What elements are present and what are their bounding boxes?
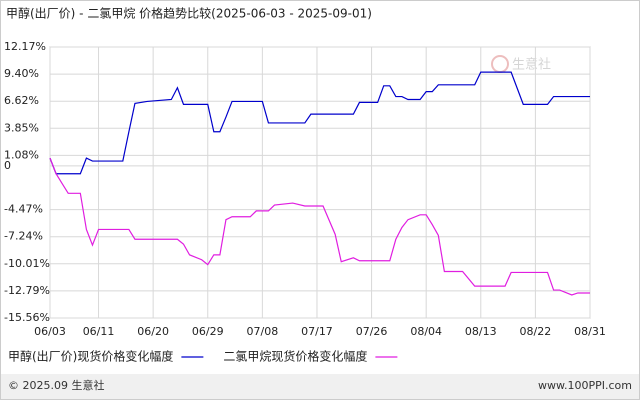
watermark-text: 生意社 <box>512 57 551 73</box>
footer-left: © 2025.09 生意社 <box>8 378 104 392</box>
x-tick-label: 08/04 <box>410 325 442 338</box>
y-tick-label: -12.79% <box>4 284 50 297</box>
x-tick-label: 06/20 <box>137 325 169 338</box>
y-tick-label: 3.85% <box>4 121 39 134</box>
legend-label: 甲醇(出厂价)现货价格变化幅度 <box>8 349 173 364</box>
legend-label: 二氯甲烷现货价格变化幅度 <box>223 349 367 364</box>
x-tick-label: 08/13 <box>465 325 497 338</box>
y-tick-label: 9.40% <box>4 67 39 80</box>
x-tick-label: 07/08 <box>247 325 279 338</box>
footer-band <box>1 374 639 399</box>
x-tick-label: 07/17 <box>301 325 333 338</box>
x-tick-label: 07/26 <box>356 325 388 338</box>
y-tick-label: -7.24% <box>4 230 43 243</box>
x-tick-label: 06/03 <box>34 325 66 338</box>
y-tick-label: 6.62% <box>4 94 39 107</box>
x-tick-label: 08/22 <box>520 325 552 338</box>
chart-title: 甲醇(出厂价) - 二氯甲烷 价格趋势比较(2025-06-03 - 2025-… <box>6 6 372 21</box>
series-line <box>49 157 590 296</box>
x-tick-label: 08/31 <box>574 325 606 338</box>
x-tick-label: 06/11 <box>83 325 115 338</box>
footer-right: www.100PPI.com <box>538 379 632 392</box>
y-tick-label: 12.17% <box>4 40 46 53</box>
x-tick-label: 06/29 <box>192 325 224 338</box>
y-tick-label: -15.56% <box>4 311 50 324</box>
y-tick-label: -4.47% <box>4 203 43 216</box>
y-tick-label: 0 <box>4 159 11 172</box>
y-tick-label: -10.01% <box>4 257 50 270</box>
series-line <box>49 71 590 175</box>
y-tick-label: 1.08% <box>4 148 39 161</box>
